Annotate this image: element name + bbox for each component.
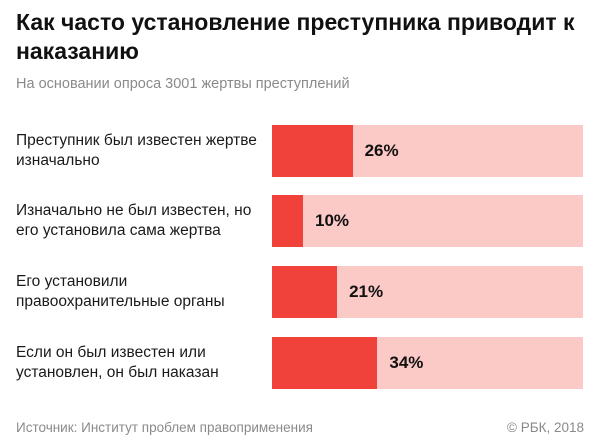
bar — [272, 195, 303, 247]
data-label: 10% — [315, 211, 350, 230]
category-label: Его установили правоохранительные органы — [16, 273, 225, 310]
data-label: 21% — [349, 282, 384, 301]
data-label: 26% — [364, 141, 399, 160]
bar-track — [272, 266, 583, 318]
copyright: © РБК, 2018 — [507, 420, 584, 435]
category-label: Преступник был известен жертве изначальн… — [16, 132, 257, 169]
bar — [272, 266, 338, 318]
bar-track — [272, 337, 583, 389]
bar-row: Изначально не был известен, но его устан… — [0, 195, 600, 247]
bar-track — [272, 125, 583, 177]
bar — [272, 125, 353, 177]
bar-row: Преступник был известен жертве изначальн… — [0, 125, 600, 177]
source-note: Источник: Институт проблем правоприменен… — [16, 420, 313, 435]
bar-track — [272, 195, 583, 247]
bar-row: Если он был известен или установлен, он … — [0, 337, 600, 389]
category-label: Если он был известен или установлен, он … — [16, 344, 219, 381]
chart-subtitle: На основании опроса 3001 жертвы преступл… — [16, 76, 350, 92]
chart-title: Как часто установление преступника приво… — [16, 9, 575, 64]
data-label: 34% — [389, 353, 424, 372]
bar-row: Его установили правоохранительные органы… — [0, 266, 600, 318]
bar — [272, 337, 378, 389]
category-label: Изначально не был известен, но его устан… — [16, 202, 252, 239]
